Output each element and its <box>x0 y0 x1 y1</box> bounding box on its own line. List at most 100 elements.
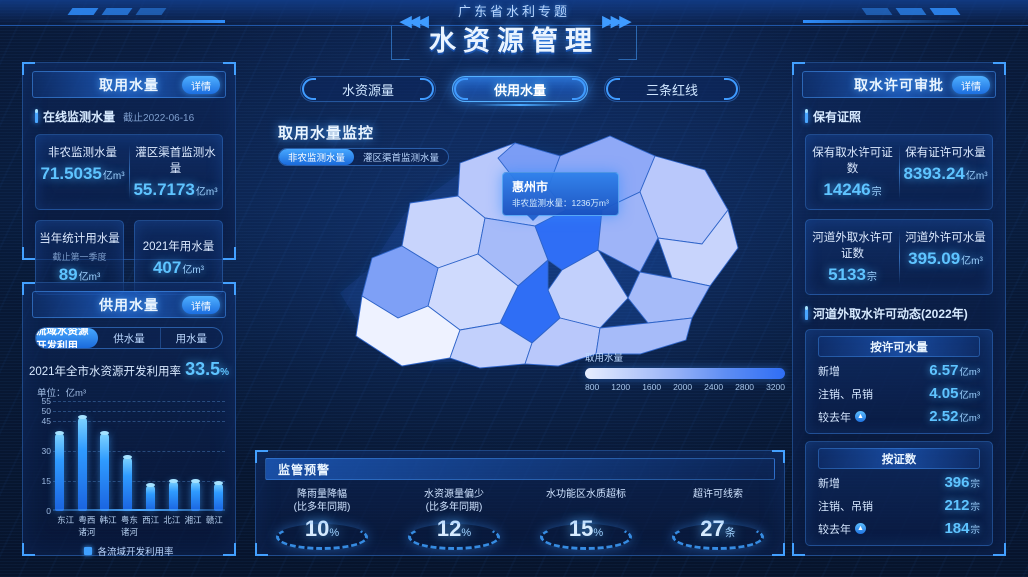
dynamics-row: 注销、吊销 4.05亿m³ <box>806 380 992 403</box>
dynamics-unit: 宗 <box>970 525 980 536</box>
stat-value: 71.5035亿m³ <box>39 164 126 184</box>
map-regions <box>355 135 739 369</box>
dynamics-number: 4.05 <box>929 385 959 402</box>
page-header: ◀◀◀ ▶▶▶ 广东省水利专题 水资源管理 <box>0 0 1028 62</box>
alert-item-sublabel: (比多年同期) <box>293 502 351 513</box>
stat-number: 407 <box>152 258 182 277</box>
dynamics-row: 较去年 ▲ 184宗 <box>806 515 992 538</box>
chart-y-tick: 55 <box>41 396 51 406</box>
alert-item-label: 降雨量降幅 <box>297 489 347 500</box>
annual-stats-row: 当年统计用水量 截止第一季度 89亿m³ 2021年用水量 407 亿m³ <box>35 220 223 295</box>
alert-item-label: 超许可线索 <box>693 489 743 500</box>
stat-sublabel: 截止第一季度 <box>52 252 107 262</box>
detail-button[interactable]: 详情 <box>952 76 990 94</box>
tab-water-supply[interactable]: 供水量 <box>98 328 161 348</box>
tooltip-city-name: 惠州市 <box>512 180 549 194</box>
alert-item: 水资源量偏少 (比多年同期) 12% <box>388 488 520 550</box>
map-legend-ticks: 800 1200 1600 2000 2400 2800 3200 <box>585 382 785 392</box>
nav-tab-label: 三条红线 <box>645 82 698 98</box>
chevron-right-icon: ▶▶▶ <box>602 13 631 30</box>
supply-use-panel: 供用水量 详情 流域水资源开发利用 供水量 用水量 2021年全市水资源开发利用… <box>22 282 236 558</box>
dynamics-label-text: 较去年 <box>818 411 851 424</box>
map-legend-tick: 1200 <box>611 382 631 392</box>
dynamics-by-count: 按证数 新增 396宗 注销、吊销 212宗 较去年 ▲ 184宗 <box>805 441 993 546</box>
map-region <box>595 317 693 355</box>
stat-label: 2021年用水量 <box>142 241 215 253</box>
dynamics-unit: 亿m³ <box>959 390 980 401</box>
chart-legend: 各流域开发利用率 <box>23 544 235 558</box>
chart-gridline <box>53 411 225 412</box>
dynamics-by-volume: 按许可水量 新增 6.57亿m³ 注销、吊销 4.05亿m³ 较去年 ▲ 2.52亿m³ <box>805 329 993 434</box>
group-title: 按许可水量 <box>818 336 980 357</box>
detail-button[interactable]: 详情 <box>182 296 220 314</box>
nav-tab-label: 供用水量 <box>493 82 546 98</box>
section-date: 截止2022-06-16 <box>123 113 195 124</box>
stat-unit: 宗 <box>866 272 877 283</box>
dynamics-unit: 宗 <box>970 479 980 490</box>
dynamics-unit: 宗 <box>970 502 980 513</box>
stat-number: 89 <box>58 265 78 284</box>
stat-unit: 亿m³ <box>78 272 101 283</box>
dynamics-label-text: 较去年 <box>818 523 851 536</box>
chart-y-axis: 0 15 30 45 50 55 <box>33 396 53 516</box>
stat-value: 8393.24亿m³ <box>902 164 989 184</box>
dynamics-number: 212 <box>944 497 970 514</box>
section-label-text: 保有证照 <box>813 110 862 124</box>
trend-up-icon: ▲ <box>855 523 866 534</box>
nav-tab-water-supply-use[interactable]: 供用水量 <box>452 76 588 106</box>
detail-button[interactable]: 详情 <box>182 76 220 94</box>
stat-label: 非农监测水量 <box>48 147 117 159</box>
chart-bar[interactable] <box>191 479 201 511</box>
chart-bar[interactable] <box>123 455 133 511</box>
chart-bar[interactable] <box>100 431 110 511</box>
dynamics-value: 2.52亿m³ <box>929 408 980 425</box>
chart-bar[interactable] <box>55 431 64 511</box>
section-label-online-monitor: 在线监测水量 截止2022-06-16 <box>35 108 235 125</box>
nav-tab-three-red-lines[interactable]: 三条红线 <box>604 76 740 102</box>
dynamics-label-text: 注销、吊销 <box>818 388 873 401</box>
tab-water-usage[interactable]: 用水量 <box>175 332 208 345</box>
header-decor-left <box>60 8 230 30</box>
map-legend-tick: 800 <box>585 382 600 392</box>
chart-bar[interactable] <box>77 415 87 511</box>
stat-value: 14246宗 <box>809 180 896 200</box>
stat-value: 89亿m³ <box>39 265 120 285</box>
dynamics-value: 212宗 <box>944 497 980 514</box>
chart-x-tick: 湘江 <box>184 515 202 525</box>
chart-bar[interactable] <box>168 479 178 511</box>
dynamics-label-text: 注销、吊销 <box>818 500 873 513</box>
chart-gridline <box>53 421 225 422</box>
alert-ring-decor <box>276 524 368 550</box>
label-marker-icon <box>35 108 38 123</box>
chart-x-tick: 西江 <box>142 515 160 525</box>
alert-item: 水功能区水质超标 15% <box>520 488 652 550</box>
dynamics-value: 396宗 <box>944 474 980 491</box>
stat-label: 灌区渠首监测水量 <box>135 147 216 175</box>
guangdong-map[interactable] <box>310 118 740 373</box>
panel-header: 取水许可审批 详情 <box>802 71 996 98</box>
map-title: 取用水量监控 <box>278 125 375 142</box>
map-legend-tick: 2000 <box>673 382 693 392</box>
chart-bar[interactable] <box>213 481 223 511</box>
chart-bar[interactable] <box>145 483 155 511</box>
offchannel-permit-stats: 河道外取水许可证数 5133宗 河道外许可水量 395.09亿m³ <box>805 219 993 295</box>
toggle-irrigation-monitor[interactable]: 灌区渠首监测水量 <box>363 153 440 164</box>
stat-label: 河道外取水许可证数 <box>812 232 893 260</box>
dynamics-label: 新增 <box>818 475 840 491</box>
alert-ring-decor <box>540 524 632 550</box>
nav-tab-water-resources[interactable]: 水资源量 <box>300 76 436 102</box>
chart-tabs: 流域水资源开发利用 供水量 用水量 <box>35 327 223 349</box>
map-legend-tick: 1600 <box>642 382 662 392</box>
stat-current-year-usage: 当年统计用水量 截止第一季度 89亿m³ <box>36 221 123 294</box>
water-intake-panel: 取用水量 详情 在线监测水量 截止2022-06-16 非农监测水量 71.50… <box>22 62 236 295</box>
toggle-nonfarm-monitor[interactable]: 非农监测水量 <box>279 149 355 165</box>
chart-x-tick: 粤西诸河 <box>78 515 96 537</box>
chart-unit-label: 单位：亿m³ <box>37 388 87 399</box>
map-section: 取用水量监控 非农监测水量 灌区渠首监测水量 <box>255 110 785 430</box>
stat-held-permit-volume: 保有证许可水量 8393.24亿m³ <box>899 135 992 209</box>
stat-unit: 亿m³ <box>961 256 983 267</box>
tab-basin-development[interactable]: 流域水资源开发利用 <box>36 328 99 348</box>
alert-panel: 监管预警 降雨量降幅 (比多年同期) 10% 水资源量偏少 (比多年同期) 12% 水功能区… <box>255 450 785 556</box>
stat-label: 保有取水许可证数 <box>812 147 893 175</box>
chart-x-axis-line <box>53 509 225 511</box>
